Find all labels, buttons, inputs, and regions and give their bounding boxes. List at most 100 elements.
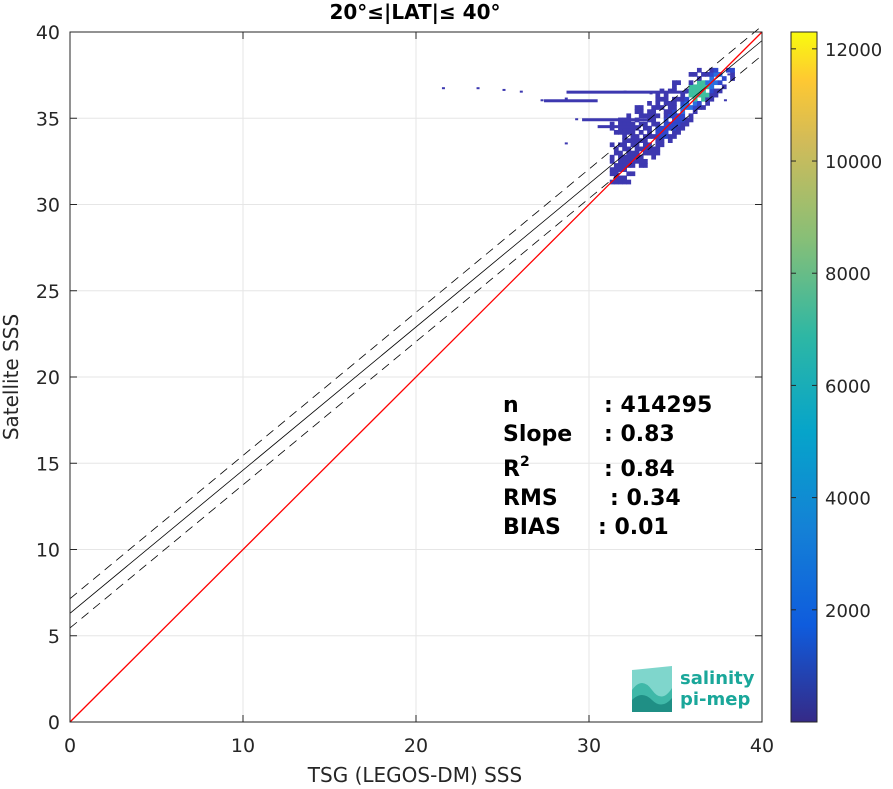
density-cell bbox=[609, 167, 615, 172]
density-cell bbox=[688, 72, 694, 77]
density-cell bbox=[717, 88, 723, 94]
density-cell bbox=[709, 92, 715, 98]
density-cell bbox=[680, 117, 686, 123]
density-cell bbox=[709, 67, 715, 73]
density-cell bbox=[618, 179, 623, 185]
density-cell bbox=[692, 72, 698, 77]
density-cell bbox=[701, 105, 706, 110]
y-tick-label: 30 bbox=[36, 195, 60, 217]
density-cell bbox=[655, 150, 661, 156]
stat-bias-value: : 0.01 bbox=[598, 515, 669, 540]
density-cell bbox=[642, 142, 648, 148]
density-cell bbox=[663, 134, 669, 139]
density-cell bbox=[618, 167, 623, 172]
density-cell bbox=[626, 129, 632, 135]
density-cell bbox=[659, 125, 665, 131]
logo-wave-icon bbox=[632, 666, 672, 712]
density-cell bbox=[626, 179, 632, 185]
density-cell bbox=[626, 158, 632, 164]
density-cell bbox=[692, 101, 698, 106]
x-tick-label: 20 bbox=[404, 735, 428, 757]
y-axis-ticks: 0 5 10 15 20 25 30 35 40 bbox=[36, 22, 762, 734]
density-cell bbox=[705, 96, 711, 102]
density-cell bbox=[663, 121, 669, 127]
density-cell bbox=[667, 125, 673, 131]
density-cell bbox=[609, 125, 615, 131]
density-cell bbox=[676, 129, 681, 135]
density-outlier bbox=[441, 87, 445, 90]
density-cell bbox=[642, 125, 648, 131]
density-cell bbox=[655, 105, 661, 110]
density-cell bbox=[655, 92, 661, 98]
density-cell bbox=[713, 72, 719, 77]
y-axis-title: Satellite SSS bbox=[0, 314, 23, 440]
density-cell bbox=[676, 117, 681, 123]
colorbar-tick-label: 2000 bbox=[825, 601, 871, 622]
density-cell bbox=[634, 142, 640, 148]
density-cell bbox=[655, 96, 661, 102]
density-cell bbox=[630, 142, 636, 148]
stat-slope-value: : 0.83 bbox=[604, 422, 675, 447]
density-cell bbox=[630, 129, 636, 135]
density-cell bbox=[672, 96, 677, 102]
x-tick-label: 0 bbox=[64, 735, 76, 757]
density-cell bbox=[730, 76, 735, 81]
density-cell bbox=[622, 121, 627, 127]
density-cell bbox=[642, 163, 648, 168]
x-axis-ticks: 0 10 20 30 40 bbox=[64, 32, 774, 757]
chart-title: 20°≤|LAT|≤ 40° bbox=[329, 0, 500, 24]
density-cell bbox=[618, 163, 623, 168]
density-cell bbox=[618, 154, 623, 160]
density-cell bbox=[701, 92, 706, 98]
density-cell bbox=[705, 92, 711, 98]
density-outlier bbox=[519, 90, 523, 93]
density-cell bbox=[663, 113, 669, 119]
density-cell bbox=[705, 72, 711, 77]
density-cell bbox=[680, 101, 686, 106]
density-cell bbox=[626, 154, 632, 160]
density-cell bbox=[613, 163, 619, 168]
density-cell bbox=[688, 105, 694, 110]
density-cell bbox=[688, 113, 694, 119]
density-cell bbox=[721, 84, 727, 90]
density-cell bbox=[630, 125, 636, 131]
density-cell bbox=[692, 92, 698, 98]
salinity-pi-mep-logo: salinity pi-mep bbox=[632, 666, 755, 712]
x-tick-label: 30 bbox=[577, 735, 601, 757]
density-cell bbox=[642, 134, 648, 139]
density-cell bbox=[638, 121, 644, 127]
density-cell bbox=[692, 84, 698, 90]
density-cell bbox=[634, 134, 640, 139]
density-cell bbox=[684, 117, 690, 123]
density-cell bbox=[613, 129, 619, 135]
y-tick-label: 10 bbox=[36, 540, 60, 562]
density-cell bbox=[726, 67, 731, 73]
logo-line2: pi-mep bbox=[680, 689, 750, 710]
density-cell bbox=[667, 138, 673, 143]
density-cell bbox=[667, 134, 673, 139]
density-cell bbox=[618, 158, 623, 164]
density-cell bbox=[663, 92, 669, 98]
density-cell bbox=[701, 80, 706, 86]
density-streak bbox=[544, 99, 598, 103]
density-cell bbox=[672, 101, 677, 106]
density-cell bbox=[684, 101, 690, 106]
density-cell bbox=[696, 88, 702, 94]
density-cell bbox=[709, 72, 715, 77]
density-cell bbox=[642, 113, 648, 119]
density-cell bbox=[647, 113, 652, 119]
density-cell bbox=[676, 80, 681, 86]
density-cell bbox=[655, 146, 661, 152]
density-cell bbox=[672, 105, 677, 110]
density-cell bbox=[709, 96, 715, 102]
density-cell bbox=[676, 121, 681, 127]
density-cell bbox=[642, 150, 648, 156]
density-outlier bbox=[723, 99, 727, 102]
x-tick-label: 10 bbox=[231, 735, 255, 757]
density-cell bbox=[655, 142, 661, 148]
density-cell bbox=[618, 142, 623, 148]
density-cell bbox=[609, 142, 615, 148]
density-cell bbox=[622, 146, 627, 152]
density-cell bbox=[613, 179, 619, 185]
density-cell bbox=[676, 125, 681, 131]
